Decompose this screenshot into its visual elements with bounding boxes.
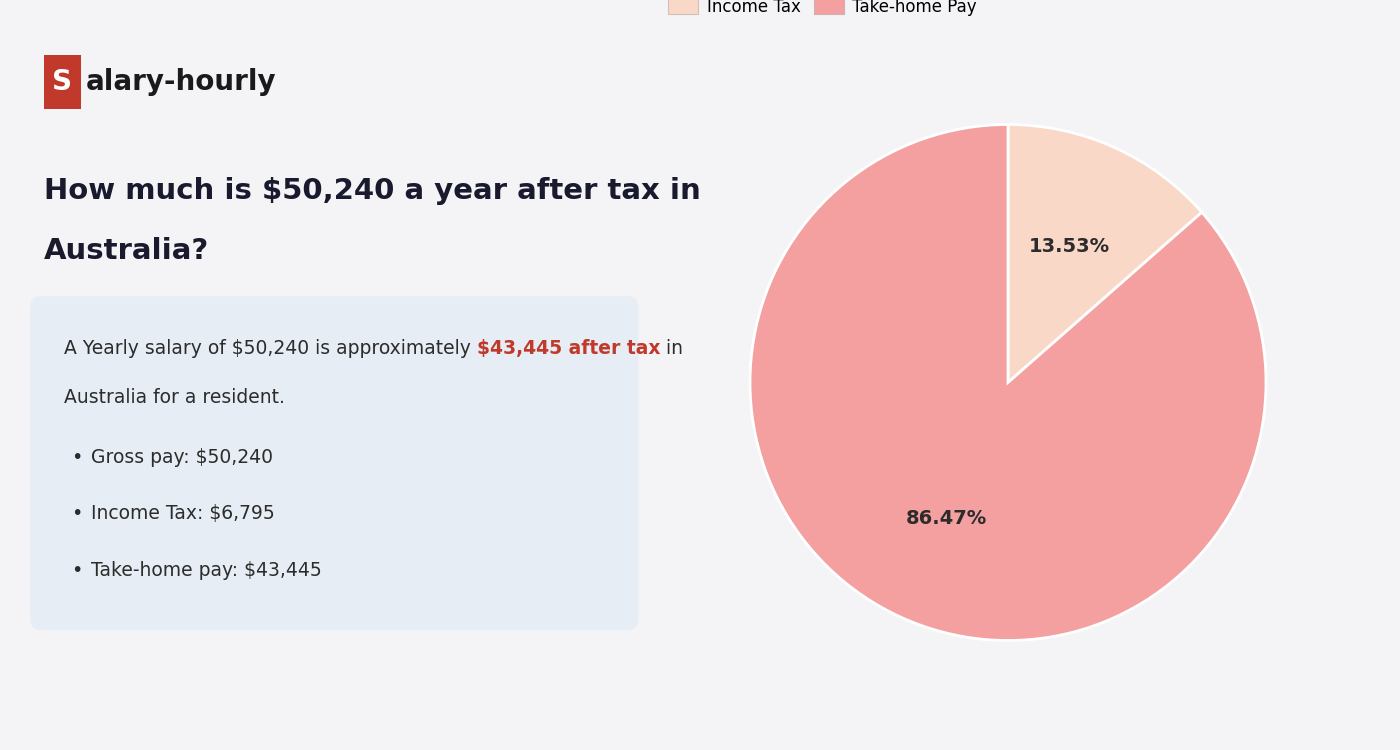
Text: A Yearly salary of $50,240 is approximately: A Yearly salary of $50,240 is approximat… [64,339,477,358]
Text: $43,445 after tax: $43,445 after tax [477,339,661,358]
Text: in: in [661,339,683,358]
Text: Australia?: Australia? [43,237,209,266]
Legend: Income Tax, Take-home Pay: Income Tax, Take-home Pay [662,0,983,22]
FancyBboxPatch shape [31,296,638,630]
Text: How much is $50,240 a year after tax in: How much is $50,240 a year after tax in [43,177,700,206]
Wedge shape [1008,124,1201,382]
Text: alary-hourly: alary-hourly [85,68,277,96]
Text: •: • [71,448,83,467]
Text: •: • [71,504,83,524]
Text: Take-home pay: $43,445: Take-home pay: $43,445 [91,560,322,580]
Text: Australia for a resident.: Australia for a resident. [64,388,284,407]
Text: S: S [52,68,73,96]
Wedge shape [750,124,1266,640]
Text: Income Tax: $6,795: Income Tax: $6,795 [91,504,274,524]
Text: Gross pay: $50,240: Gross pay: $50,240 [91,448,273,467]
Text: 86.47%: 86.47% [906,509,987,528]
Text: •: • [71,560,83,580]
FancyBboxPatch shape [43,55,81,109]
Text: 13.53%: 13.53% [1029,237,1110,256]
